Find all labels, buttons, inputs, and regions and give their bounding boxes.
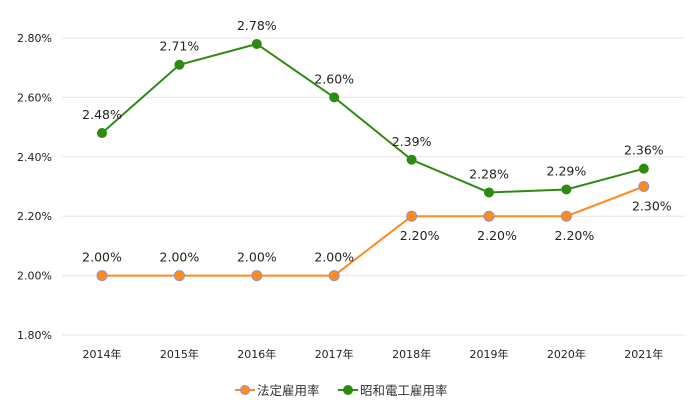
data-label: 2.20%	[477, 228, 517, 243]
y-tick-label: 1.80%	[17, 329, 52, 342]
legend-marker	[240, 385, 250, 395]
legend: 法定雇用率 昭和電工雇用率	[235, 383, 448, 398]
x-tick-label: 2018年	[392, 347, 431, 361]
data-label: 2.00%	[160, 250, 200, 265]
data-label: 2.48%	[82, 107, 122, 122]
x-axis: 2014年 2015年 2016年 2017年 2018年 2019年 2020年 2021年	[83, 347, 664, 361]
data-point	[96, 270, 108, 282]
y-tick-label: 2.40%	[17, 151, 52, 164]
legend-label: 法定雇用率	[257, 383, 320, 398]
data-label: 2.78%	[237, 18, 277, 33]
data-point	[251, 38, 262, 49]
x-tick-label: 2017年	[315, 347, 354, 361]
data-label: 2.36%	[624, 143, 664, 158]
legend-item-0: 法定雇用率	[235, 383, 320, 398]
y-axis: 1.80% 2.00% 2.20% 2.40% 2.60% 2.80%	[17, 32, 52, 342]
y-tick-label: 2.20%	[17, 210, 52, 223]
data-point	[174, 59, 185, 70]
y-tick-label: 2.00%	[17, 270, 52, 283]
data-point	[484, 187, 494, 198]
data-point	[638, 163, 649, 174]
data-point	[560, 210, 572, 222]
data-label: 2.29%	[547, 163, 587, 178]
data-label: 2.30%	[632, 199, 672, 214]
data-label: 2.28%	[469, 166, 509, 181]
legend-marker	[343, 385, 353, 395]
data-label: 2.39%	[392, 134, 432, 149]
data-point	[406, 210, 418, 222]
series-1: 2.48% 2.71% 2.78% 2.60% 2.39% 2.28% 2.29% 2.36%	[82, 18, 664, 198]
data-point	[406, 154, 417, 165]
legend-label: 昭和電工雇用率	[360, 383, 448, 398]
data-label: 2.71%	[160, 39, 200, 54]
series-line	[102, 185, 645, 277]
x-tick-label: 2016年	[237, 347, 276, 361]
data-label: 2.20%	[400, 228, 440, 243]
y-tick-label: 2.60%	[17, 91, 52, 104]
series-group: 2.00% 2.00% 2.00% 2.00% 2.20% 2.20% 2.20% 2.30%…	[82, 18, 672, 282]
legend-item-1: 昭和電工雇用率	[338, 383, 448, 398]
data-label: 2.00%	[82, 250, 122, 265]
data-point	[483, 210, 495, 222]
data-point	[328, 270, 340, 282]
data-label: 2.20%	[555, 228, 595, 243]
data-point	[97, 128, 107, 139]
x-tick-label: 2014年	[83, 347, 122, 361]
data-label: 2.00%	[314, 250, 354, 265]
series-0: 2.00% 2.00% 2.00% 2.00% 2.20% 2.20% 2.20% 2.30%	[82, 181, 672, 282]
data-point	[329, 92, 340, 103]
data-point	[251, 270, 263, 282]
y-tick-label: 2.80%	[17, 32, 52, 45]
x-tick-label: 2015年	[160, 347, 199, 361]
data-point	[638, 181, 650, 192]
data-point	[173, 270, 185, 282]
gridlines	[62, 37, 685, 336]
x-tick-label: 2020年	[547, 347, 586, 361]
data-label: 2.60%	[314, 71, 354, 86]
data-label: 2.00%	[237, 250, 277, 265]
x-tick-label: 2019年	[470, 347, 509, 361]
data-point	[561, 184, 572, 195]
x-tick-label: 2021年	[624, 347, 663, 361]
series-line	[101, 42, 645, 194]
